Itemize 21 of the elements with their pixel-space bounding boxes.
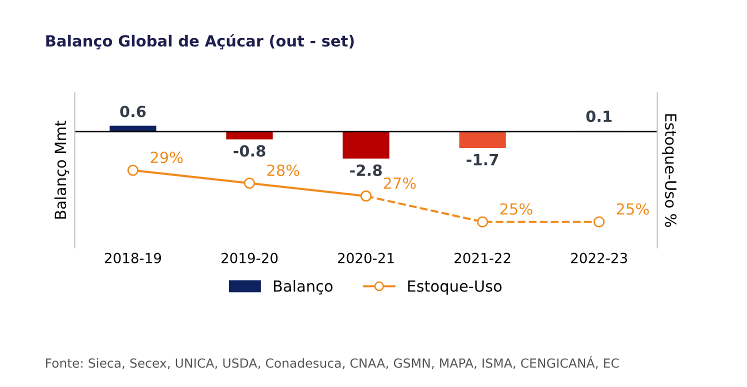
data-label: 0.1	[586, 110, 612, 122]
data-label: -1.7	[466, 154, 498, 166]
x-tick-label: 2021-22	[454, 252, 510, 264]
data-label: 27%	[384, 177, 416, 189]
legend-label: Estoque-Uso	[408, 280, 502, 295]
legend-label: Balanço	[274, 280, 332, 295]
x-tick-label: 2020-21	[338, 252, 394, 264]
data-label: 25%	[500, 203, 532, 215]
data-label: -0.8	[234, 145, 266, 157]
data-label: 0.6	[120, 106, 146, 118]
x-tick-label: 2022-23	[571, 252, 627, 264]
source-note: Fonte: Sieca, Secex, UNICA, USDA, Conadesuca, CNAA, GSMN, MAPA, ISMA, CENGICANÁ, EC	[46, 356, 619, 370]
data-label: -2.8	[350, 164, 382, 176]
x-tick-label: 2019-20	[222, 252, 278, 264]
data-label: 28%	[267, 164, 300, 176]
y-axis-title: Balanço Mmt	[54, 120, 69, 219]
chart-title: Balanço Global de Açúcar (out - set)	[46, 34, 354, 50]
data-label: 25%	[616, 203, 649, 215]
data-label: 29%	[150, 152, 183, 164]
y2-axis-title: Estoque-Uso %	[662, 114, 677, 227]
x-tick-label: 2018-19	[104, 252, 162, 264]
